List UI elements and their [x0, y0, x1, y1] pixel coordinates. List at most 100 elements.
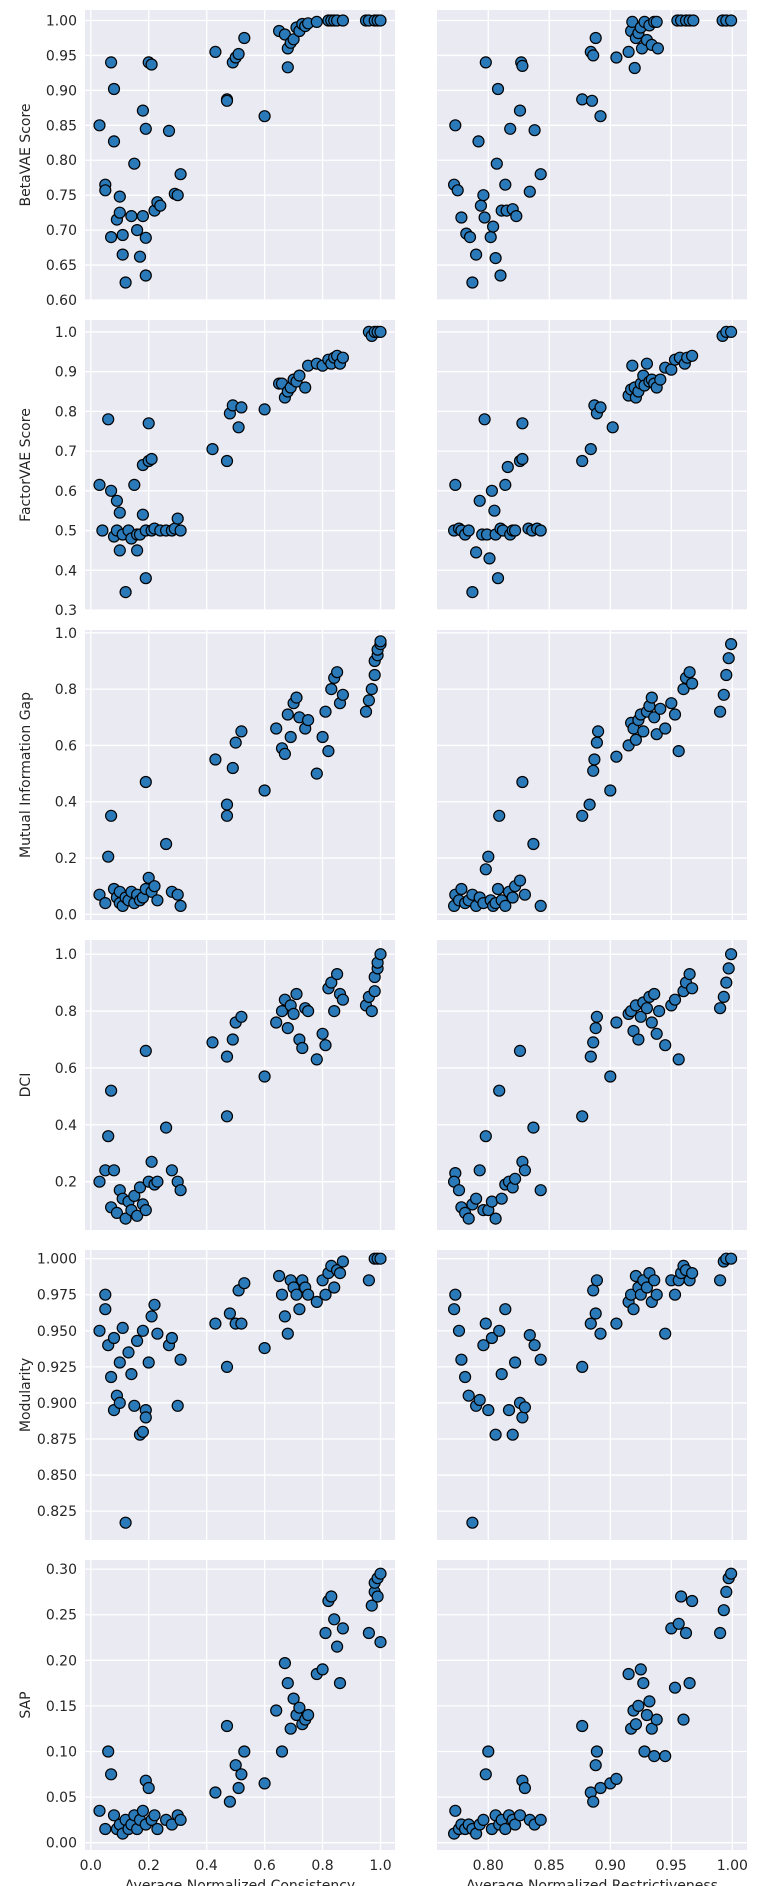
data-point — [508, 1172, 522, 1185]
data-point — [504, 122, 517, 135]
data-point — [328, 1004, 341, 1018]
data-point — [235, 1010, 248, 1023]
data-point — [650, 15, 663, 28]
data-point — [270, 1016, 283, 1029]
data-point — [508, 1818, 522, 1831]
data-point — [223, 1795, 236, 1808]
y-tick-label: 0.90 — [46, 83, 77, 99]
data-point — [235, 1768, 248, 1781]
panel-factorvae-score-restrictiveness — [437, 320, 747, 611]
data-point — [142, 417, 155, 430]
data-point — [220, 1360, 234, 1374]
data-point — [606, 421, 619, 434]
data-point — [472, 135, 485, 148]
y-tick-label: 0.10 — [46, 1745, 77, 1761]
data-point — [232, 1781, 245, 1795]
data-point — [534, 1184, 547, 1197]
data-point — [139, 572, 152, 585]
data-point — [610, 750, 623, 763]
y-tick-label: 0.2 — [55, 1175, 77, 1191]
y-tick-label: 0.95 — [46, 48, 77, 64]
data-point — [513, 874, 527, 887]
data-point — [648, 711, 661, 724]
data-point — [139, 1411, 152, 1424]
data-point — [128, 1399, 141, 1412]
data-point — [229, 1759, 242, 1772]
data-point — [587, 764, 600, 777]
data-point — [258, 1341, 271, 1355]
data-point — [499, 478, 512, 491]
data-point — [493, 809, 506, 822]
data-point — [628, 61, 641, 75]
data-point — [594, 1781, 607, 1795]
data-point — [640, 1708, 654, 1722]
data-point — [610, 1016, 623, 1029]
data-point — [654, 702, 667, 715]
data-point — [278, 747, 291, 761]
data-point — [513, 104, 527, 117]
data-point — [587, 1284, 600, 1297]
data-point — [499, 899, 512, 913]
data-point — [299, 381, 312, 394]
panel-mutual-information-gap-restrictiveness — [437, 630, 747, 920]
data-point — [576, 1719, 589, 1733]
data-point — [576, 809, 589, 822]
data-point — [293, 369, 306, 382]
data-point — [449, 1804, 462, 1817]
data-point — [235, 725, 248, 738]
data-point — [139, 231, 152, 244]
panel-background — [85, 1250, 395, 1540]
data-point — [270, 1704, 283, 1717]
data-point — [518, 1781, 532, 1795]
data-point — [627, 1303, 640, 1316]
data-point — [479, 863, 492, 876]
y-tick-label: 0.25 — [46, 1608, 77, 1624]
data-point — [229, 736, 242, 749]
data-point — [659, 722, 672, 735]
data-point — [336, 14, 349, 27]
y-tick-label: 0.75 — [46, 188, 77, 204]
x-tick-label: 0.8 — [311, 1858, 333, 1874]
data-point — [374, 325, 387, 338]
data-point — [585, 94, 599, 107]
data-point — [302, 1708, 315, 1722]
data-point — [119, 585, 132, 599]
data-point — [333, 1676, 347, 1690]
panel-background — [437, 320, 747, 610]
data-point — [632, 1699, 645, 1713]
data-point — [365, 1004, 378, 1018]
data-point — [654, 373, 667, 386]
data-point — [634, 1010, 647, 1023]
data-point — [470, 1192, 483, 1205]
data-point — [590, 1274, 604, 1287]
data-point — [145, 58, 158, 71]
data-point — [685, 1266, 699, 1280]
data-point — [672, 1053, 685, 1066]
data-point — [491, 82, 505, 96]
data-point — [226, 1033, 239, 1046]
data-point — [713, 705, 727, 718]
data-point — [720, 976, 733, 989]
data-point — [128, 157, 141, 170]
data-point — [523, 185, 536, 198]
data-point — [651, 42, 665, 55]
data-point — [604, 784, 617, 797]
data-point — [687, 14, 700, 27]
data-point — [258, 1777, 271, 1790]
data-point — [104, 484, 118, 497]
data-point — [104, 809, 118, 822]
data-point — [489, 252, 502, 265]
data-point — [273, 1269, 286, 1283]
data-point — [316, 730, 329, 744]
y-tick-label: 1.0 — [55, 626, 77, 642]
data-point — [528, 124, 541, 137]
data-point — [672, 1617, 685, 1630]
data-point — [325, 682, 338, 696]
data-point — [290, 987, 303, 1001]
data-point — [131, 544, 144, 557]
x-tick-label: 0.90 — [595, 1858, 626, 1874]
y-tick-label: 0.2 — [55, 851, 77, 867]
data-point — [145, 1155, 158, 1168]
x-tick-label: 0.6 — [253, 1858, 275, 1874]
data-point — [495, 1367, 508, 1381]
